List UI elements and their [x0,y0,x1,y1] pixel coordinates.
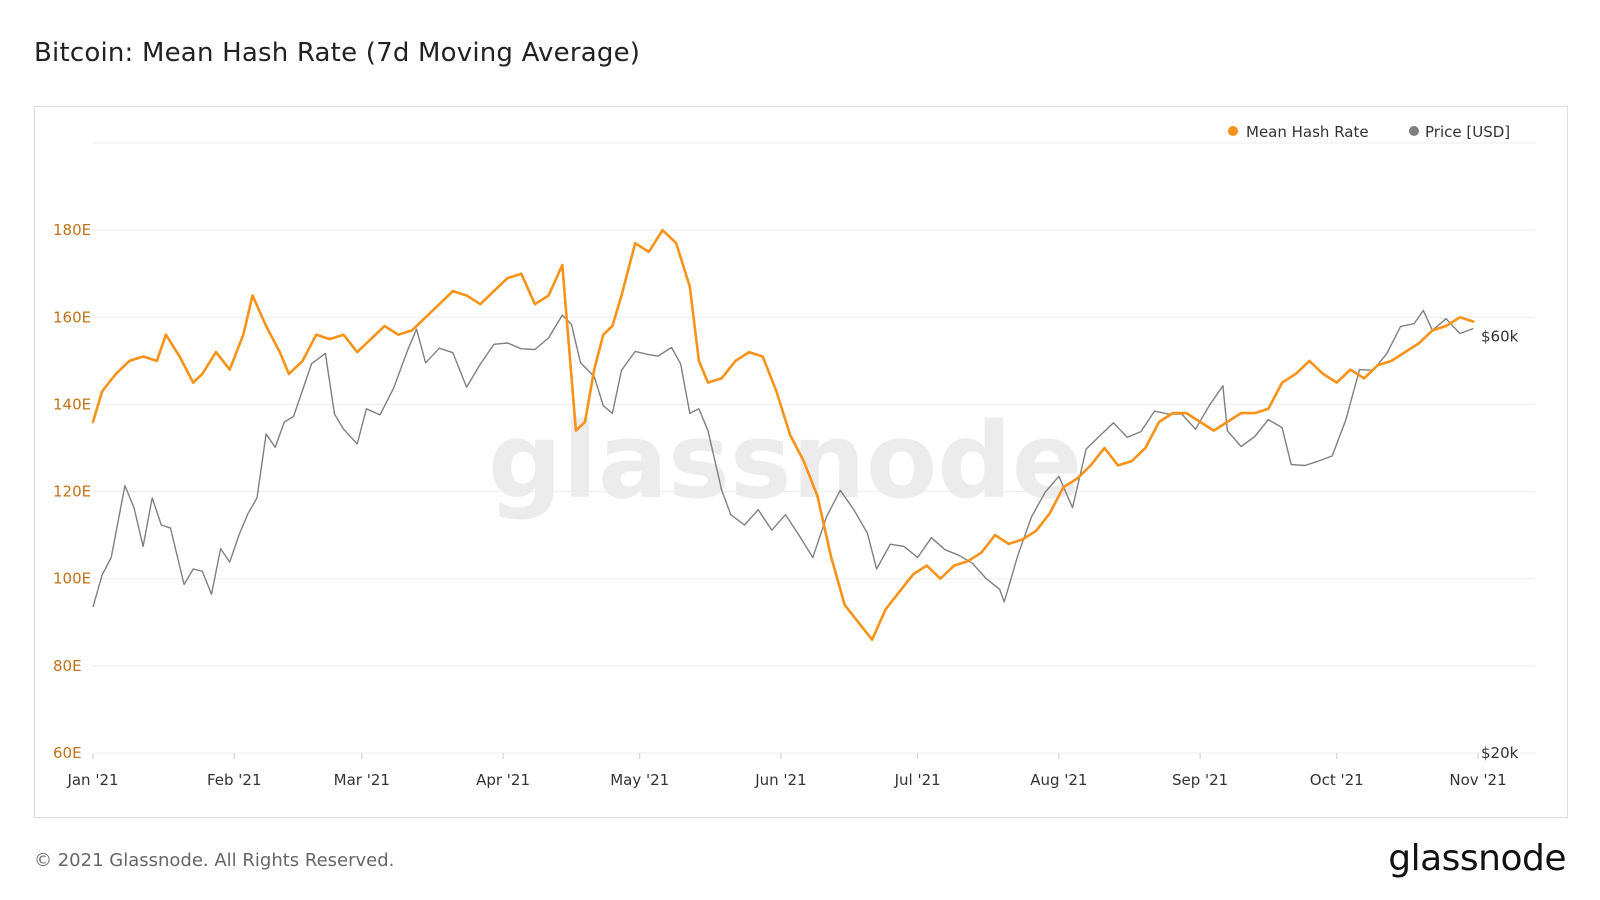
left-axis-tick-label: 100E [53,570,91,588]
right-axis-tick-label: $20k [1481,744,1519,762]
price-series-line [92,309,1474,608]
right-axis: $20k $60k [1481,328,1519,762]
left-axis-tick-label: 80E [53,657,82,675]
x-axis-tick-label: Aug '21 [1030,771,1087,789]
legend-hash-label[interactable]: Mean Hash Rate [1246,123,1369,141]
chart-frame: glassnode 60E 80E 100E 120E 140E 160E 180E $20… [34,106,1568,818]
glassnode-logo[interactable]: glassnode [1388,838,1566,879]
chart-title: Bitcoin: Mean Hash Rate (7d Moving Avera… [34,38,641,68]
left-axis: 60E 80E 100E 120E 140E 160E 180E [53,221,91,762]
legend-hash-marker [1228,126,1238,136]
left-axis-tick-label: 120E [53,483,91,501]
x-axis-tick-label: Jul '21 [894,771,941,789]
right-axis-tick-label: $60k [1481,328,1519,346]
x-axis-tick-label: May '21 [610,771,669,789]
hash-rate-series-line [91,228,1475,642]
x-axis-tick-label: Apr '21 [476,771,530,789]
x-axis-tick-label: Oct '21 [1310,771,1364,789]
x-axis-tick-label: Feb '21 [207,771,262,789]
series-lines [91,228,1475,642]
legend-price-label[interactable]: Price [USD] [1425,123,1510,141]
legend-price-marker [1409,126,1419,136]
x-axis: Jan '21 Feb '21 Mar '21 Apr '21 May '21 Jun '… [66,753,1507,789]
x-axis-tick-label: Sep '21 [1172,771,1228,789]
left-axis-tick-label: 140E [53,395,91,413]
left-axis-tick-label: 180E [53,221,91,239]
legend: Mean Hash Rate Price [USD] [1228,123,1510,141]
left-axis-tick-label: 160E [53,308,91,326]
x-axis-tick-label: Nov '21 [1449,771,1506,789]
left-axis-tick-label: 60E [53,744,82,762]
copyright-footer: © 2021 Glassnode. All Rights Reserved. [34,850,395,871]
x-axis-tick-label: Jan '21 [66,771,118,789]
x-axis-tick-label: Mar '21 [334,771,390,789]
x-axis-tick-label: Jun '21 [754,771,806,789]
